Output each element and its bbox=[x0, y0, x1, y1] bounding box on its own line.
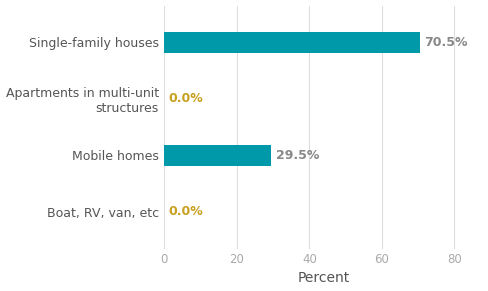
Text: 70.5%: 70.5% bbox=[424, 36, 467, 49]
Bar bbox=[164, 145, 271, 166]
X-axis label: Percent: Percent bbox=[297, 272, 349, 285]
Text: 0.0%: 0.0% bbox=[168, 92, 203, 105]
Text: 29.5%: 29.5% bbox=[275, 149, 318, 162]
Text: 0.0%: 0.0% bbox=[168, 205, 203, 219]
Bar bbox=[164, 31, 419, 53]
